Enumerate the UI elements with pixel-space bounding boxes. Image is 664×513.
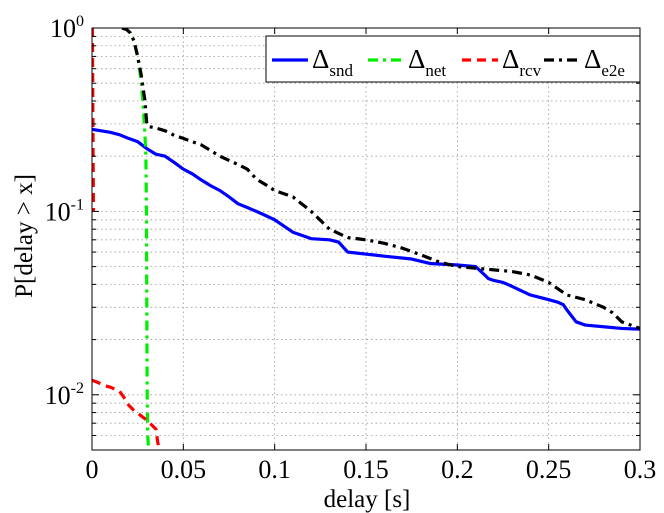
y-tick-exponent: -2 bbox=[71, 380, 84, 397]
y-tick-base: 10 bbox=[50, 14, 76, 43]
y-tick-label: 10-1 bbox=[45, 196, 84, 226]
series-line-e2e bbox=[121, 28, 640, 330]
legend-label-net: Δnet bbox=[408, 44, 446, 80]
x-tick-label: 0.15 bbox=[343, 455, 389, 484]
legend-subscript: net bbox=[425, 61, 446, 80]
y-axis-label: P[delay > x] bbox=[11, 174, 38, 298]
series-lines bbox=[92, 28, 640, 450]
legend-subscript: snd bbox=[329, 61, 353, 80]
legend-box bbox=[265, 35, 641, 83]
series-line-rcv-head bbox=[92, 28, 96, 212]
legend-subscript: e2e bbox=[601, 61, 625, 80]
y-tick-exponent: 0 bbox=[76, 13, 84, 30]
legend-symbol: Δ bbox=[502, 44, 519, 74]
grid bbox=[92, 28, 640, 451]
legend-label-snd: Δsnd bbox=[312, 44, 353, 80]
legend-symbol: Δ bbox=[408, 44, 425, 74]
y-tick-label: 10-2 bbox=[45, 380, 84, 410]
series-line-rcv bbox=[92, 378, 162, 450]
x-tick-label: 0.3 bbox=[624, 455, 657, 484]
legend-label-rcv: Δrcv bbox=[502, 44, 542, 80]
x-tick-label: 0 bbox=[86, 455, 99, 484]
y-tick-label: 100 bbox=[50, 13, 84, 43]
x-tick-label: 0.1 bbox=[258, 455, 291, 484]
x-tick-label: 0.25 bbox=[526, 455, 572, 484]
x-tick-label: 0.05 bbox=[161, 455, 207, 484]
legend: Δsnd Δnet Δrcv Δe2e bbox=[265, 35, 641, 83]
y-tick-base: 10 bbox=[45, 381, 71, 410]
x-tick-label: 0.2 bbox=[441, 455, 474, 484]
legend-subscript: rcv bbox=[519, 61, 541, 80]
x-axis-label: delay [s] bbox=[324, 486, 411, 513]
y-tick-exponent: -1 bbox=[71, 196, 84, 213]
plot-frame bbox=[91, 27, 641, 451]
legend-label-e2e: Δe2e bbox=[584, 44, 625, 80]
series-line-snd bbox=[92, 127, 640, 331]
legend-symbol: Δ bbox=[312, 44, 329, 74]
legend-symbol: Δ bbox=[584, 44, 601, 74]
y-tick-base: 10 bbox=[45, 197, 71, 226]
